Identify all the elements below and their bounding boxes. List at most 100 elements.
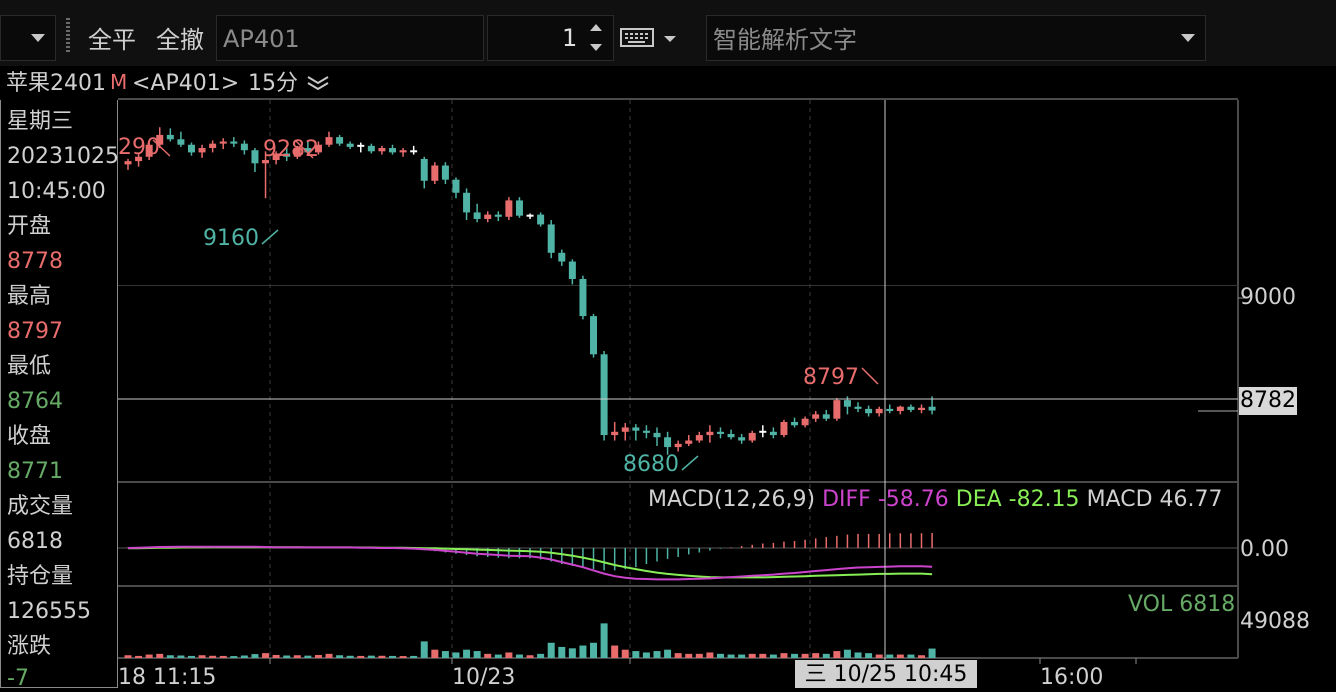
current-price-tag: 8782	[1239, 387, 1297, 415]
candle-body	[272, 153, 280, 161]
close-label: 收盘	[7, 424, 52, 449]
volume-label: 成交量	[7, 494, 74, 519]
volume-bar	[875, 654, 883, 658]
volume-bar	[230, 656, 238, 658]
candle-body	[568, 261, 576, 279]
volume-bar	[124, 655, 132, 658]
candle-body	[642, 430, 650, 433]
account-dropdown[interactable]	[0, 15, 56, 61]
quantity-stepper[interactable]: 1	[487, 15, 614, 61]
keyboard-icon	[620, 28, 654, 47]
high-annotation-2: 9282	[263, 137, 319, 162]
double-chevron-down-icon[interactable]	[306, 75, 330, 91]
candle-body	[918, 407, 925, 410]
contract-input[interactable]: AP401	[216, 15, 484, 61]
low-label: 最低	[7, 354, 52, 379]
volume-bar	[621, 649, 629, 658]
time-label-3: 16:00	[1040, 665, 1104, 690]
smart-parse-dropdown[interactable]: 智能解析文字	[706, 15, 1206, 61]
candle-body	[505, 200, 513, 217]
volume-bar	[907, 654, 915, 658]
chevron-down-icon	[664, 36, 676, 42]
candle-body	[209, 143, 217, 149]
vol-max-label: 49088	[1240, 609, 1310, 634]
candle-body	[738, 437, 746, 441]
grip-icon	[66, 18, 70, 54]
volume-bar	[854, 652, 862, 658]
contract-input-value: AP401	[223, 25, 300, 53]
candle-body	[240, 143, 248, 151]
volume-bar	[283, 655, 291, 658]
volume-bar	[431, 649, 439, 658]
volume-bar	[420, 641, 428, 658]
annotation-arrow	[152, 139, 171, 157]
high-label: 最高	[7, 284, 52, 309]
volume-bar	[579, 645, 587, 658]
candle-body	[219, 141, 227, 144]
volume-bar	[547, 642, 555, 658]
open-value: 8778	[7, 249, 63, 274]
volume-bar	[918, 655, 925, 658]
candle-body	[441, 165, 449, 180]
volume-bar	[886, 654, 894, 658]
volume-bar	[865, 653, 873, 658]
candle-body	[611, 431, 619, 436]
volume-bar	[166, 655, 174, 658]
candle-body	[579, 278, 587, 317]
volume-bar	[928, 648, 936, 658]
chart-info-bar: 苹果2401 M <AP401> 15分	[0, 66, 1336, 100]
volume-bar	[590, 642, 598, 658]
candle-body	[653, 432, 661, 438]
candle-body	[812, 414, 820, 419]
volume-bar	[632, 651, 640, 658]
chevron-down-icon	[31, 34, 45, 42]
candle-body	[156, 134, 164, 145]
high-annotation-3: 8797	[803, 365, 859, 390]
candle-body	[494, 214, 502, 217]
candle-body	[367, 145, 375, 152]
candle-body	[547, 224, 555, 253]
candle-body	[124, 161, 132, 165]
macd-legend-name: MACD(12,26,9)	[648, 487, 816, 512]
volume-bar	[452, 652, 460, 658]
volume-bar	[664, 649, 672, 658]
candle-body	[600, 354, 608, 436]
volume-bar	[135, 655, 143, 658]
annotation-arrow	[295, 140, 314, 159]
candle-body	[748, 432, 756, 441]
volume-bar	[441, 651, 449, 658]
candle-body	[928, 406, 936, 411]
candle-body	[791, 421, 799, 426]
change-value: -7	[7, 666, 29, 691]
close-all-button[interactable]: 全平	[88, 26, 136, 54]
annotation-arrow	[681, 455, 699, 471]
candle-body	[389, 148, 396, 153]
macd-legend: MACD(12,26,9) DIFF -58.76 DEA -82.15 MAC…	[648, 487, 1222, 513]
vol-legend: VOL 6818	[1128, 592, 1236, 617]
market-tag: M	[110, 70, 128, 94]
candle-body	[325, 137, 333, 145]
volume-bar	[611, 645, 619, 658]
volume-bar	[304, 655, 312, 658]
cancel-all-button[interactable]: 全撤	[156, 26, 204, 54]
candle-body	[378, 148, 386, 152]
high-annotation-1: 290	[118, 135, 160, 160]
spinner-up-icon[interactable]	[590, 24, 602, 31]
change-label: 涨跌	[7, 634, 52, 659]
candle-body	[716, 431, 724, 434]
keyboard-button[interactable]	[620, 26, 682, 50]
volume-bar	[515, 654, 523, 658]
period-selector[interactable]: 15分	[248, 71, 298, 96]
price-tick-label: 9000	[1240, 285, 1296, 310]
candle-body	[833, 400, 841, 419]
volume-bar	[558, 646, 566, 658]
macd-legend-dea: DEA -82.15	[955, 487, 1080, 512]
candle-body	[727, 433, 735, 438]
volume-bar	[198, 655, 206, 658]
volume-bar	[389, 655, 396, 658]
candle-body	[907, 406, 915, 410]
candle-body	[283, 153, 291, 157]
volume-bar	[801, 653, 809, 658]
spinner-down-icon[interactable]	[590, 44, 602, 51]
